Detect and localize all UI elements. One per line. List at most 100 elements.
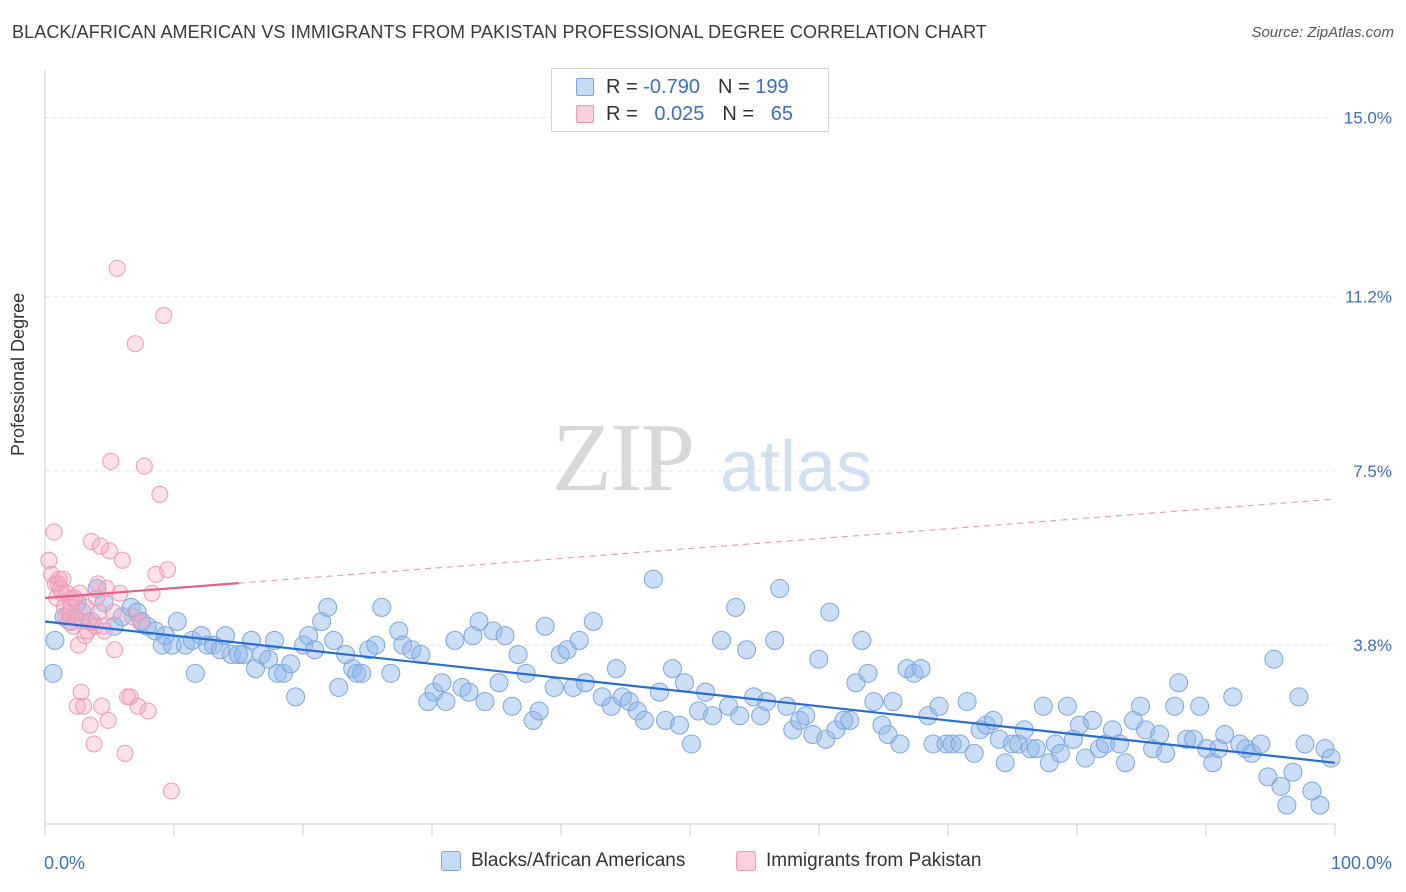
data-point-blacks: [840, 710, 860, 730]
legend-r-value: -0.790: [643, 75, 700, 98]
data-point-blacks: [575, 673, 595, 693]
data-point-blacks: [864, 692, 884, 712]
data-point-blacks: [1136, 720, 1156, 740]
data-point-blacks: [469, 612, 489, 632]
data-point-pakistan: [106, 641, 124, 659]
data-point-blacks: [995, 753, 1015, 773]
data-point-blacks: [43, 663, 63, 683]
data-point-blacks: [452, 677, 472, 697]
axis-tick-labels: 3.8% 7.5% 11.2% 15.0% 0.0% 100.0%: [44, 109, 1392, 873]
data-point-blacks: [1131, 696, 1151, 716]
series-blacks-points: [43, 569, 1341, 815]
data-point-blacks: [942, 734, 962, 754]
y-tick-label: 11.2%: [1345, 288, 1392, 307]
data-point-blacks: [662, 659, 682, 679]
trend-lines: [44, 498, 1336, 764]
watermark-atlas: atlas: [720, 427, 873, 507]
data-point-pakistan: [159, 561, 177, 579]
data-point-blacks: [228, 644, 248, 664]
data-point-blacks: [463, 626, 483, 646]
data-point-blacks: [682, 734, 702, 754]
legend-n-value: 65: [770, 102, 794, 125]
data-point-blacks: [167, 612, 187, 632]
x-tick-label-min: 0.0%: [44, 853, 85, 873]
data-point-blacks: [1264, 649, 1284, 669]
data-point-blacks: [765, 630, 785, 650]
data-point-blacks: [352, 663, 372, 683]
data-point-blacks: [329, 677, 349, 697]
data-point-blacks: [770, 579, 790, 599]
data-point-blacks: [783, 720, 803, 740]
data-point-pakistan: [45, 523, 63, 541]
data-point-blacks: [730, 706, 750, 726]
data-point-blacks: [712, 630, 732, 650]
data-point-blacks: [1289, 687, 1309, 707]
data-point-pakistan: [71, 584, 89, 602]
data-point-pakistan: [133, 613, 151, 631]
legend-r-label: R =: [606, 102, 638, 125]
data-point-blacks: [127, 602, 147, 622]
data-point-blacks: [890, 734, 910, 754]
data-point-blacks: [897, 659, 917, 679]
data-point-pakistan: [91, 537, 109, 555]
data-point-blacks: [655, 710, 675, 730]
data-point-blacks: [583, 612, 603, 632]
data-point-blacks: [1203, 753, 1223, 773]
data-point-blacks: [535, 616, 555, 636]
data-point-blacks: [483, 621, 503, 641]
data-point-blacks: [265, 630, 285, 650]
data-point-blacks: [299, 626, 319, 646]
data-point-blacks: [529, 701, 549, 721]
data-point-pakistan: [66, 589, 84, 607]
data-point-blacks: [259, 649, 279, 669]
data-point-blacks: [1165, 696, 1185, 716]
bottom-legend-label: Immigrants from Pakistan: [766, 850, 982, 871]
data-point-pakistan: [139, 702, 157, 720]
trend-line-pakistan-extension: [238, 498, 1336, 584]
data-point-blacks: [1039, 753, 1059, 773]
data-point-blacks: [751, 706, 771, 726]
data-point-blacks: [268, 663, 288, 683]
data-point-blacks: [820, 602, 840, 622]
data-point-pakistan: [93, 697, 111, 715]
data-point-blacks: [1156, 743, 1176, 763]
legend-n-label: N =: [717, 75, 750, 98]
data-point-blacks: [389, 621, 409, 641]
data-point-blacks: [489, 673, 509, 693]
data-point-blacks: [936, 734, 956, 754]
data-point-blacks: [432, 673, 452, 693]
source-label: Source: ZipAtlas.com: [1251, 24, 1394, 41]
data-point-blacks: [245, 659, 265, 679]
data-point-blacks: [627, 701, 647, 721]
data-point-blacks: [475, 692, 495, 712]
data-point-blacks: [1057, 696, 1077, 716]
data-point-pakistan: [101, 542, 118, 560]
data-point-pakistan: [104, 603, 122, 621]
data-point-blacks: [185, 663, 205, 683]
data-point-pakistan: [81, 716, 99, 734]
data-point-blacks: [1283, 762, 1303, 782]
data-point-pakistan: [116, 744, 134, 762]
data-point-blacks: [502, 696, 522, 716]
data-point-pakistan: [124, 608, 142, 626]
grid-lines: [45, 117, 1335, 646]
data-point-blacks: [643, 569, 663, 589]
data-point-blacks: [495, 626, 515, 646]
data-point-blacks: [1251, 734, 1271, 754]
data-point-blacks: [606, 659, 626, 679]
data-point-pakistan: [72, 683, 90, 701]
data-point-blacks: [1310, 795, 1330, 815]
data-point-blacks: [1271, 776, 1291, 796]
data-point-blacks: [1075, 748, 1095, 768]
data-point-blacks: [858, 663, 878, 683]
data-point-blacks: [911, 659, 931, 679]
data-point-blacks: [950, 734, 970, 754]
data-point-blacks: [1169, 673, 1189, 693]
data-point-blacks: [508, 644, 528, 664]
data-point-blacks: [1215, 725, 1235, 745]
data-point-blacks: [45, 630, 65, 650]
data-point-blacks: [459, 682, 479, 702]
data-point-blacks: [550, 644, 570, 664]
series-pakistan-points: [40, 259, 180, 800]
